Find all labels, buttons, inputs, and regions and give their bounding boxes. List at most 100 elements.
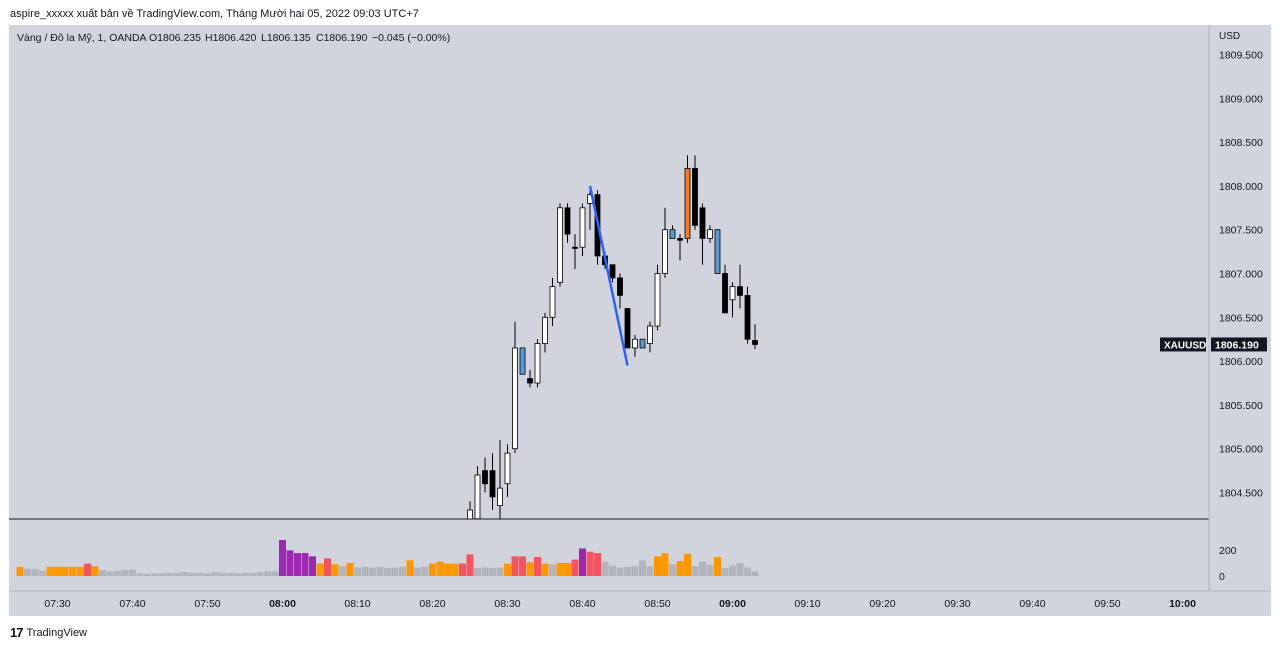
candle-body bbox=[684, 167, 691, 239]
volume-bar bbox=[429, 563, 436, 576]
brand-name: TradingView bbox=[26, 626, 88, 639]
volume-bar bbox=[144, 574, 151, 576]
volume-bar bbox=[639, 560, 646, 576]
volume-bar bbox=[564, 562, 571, 576]
price-axis[interactable]: 1809.500 1809.000 1808.500 1808.000 1807.500… bbox=[1219, 50, 1263, 500]
chart-area[interactable]: Vàng / Đô la Mỹ, 1, OANDA O1806.235 H180… bbox=[9, 25, 1271, 616]
volume-bar bbox=[444, 563, 451, 576]
volume-bar bbox=[339, 566, 346, 576]
volume-bar bbox=[54, 566, 61, 576]
volume-layer bbox=[16, 539, 759, 576]
legend-open: O1806.235 bbox=[149, 32, 201, 44]
volume-bar bbox=[121, 570, 129, 576]
trendline[interactable] bbox=[588, 185, 629, 366]
candle-body bbox=[714, 229, 721, 274]
volume-bar bbox=[451, 563, 459, 576]
volume-bar bbox=[579, 548, 586, 576]
candle-body bbox=[557, 207, 563, 283]
volume-bar bbox=[234, 573, 241, 576]
time-tick-label: 09:40 bbox=[1019, 598, 1045, 610]
candle-body bbox=[624, 308, 631, 349]
last-price-label: XAUUSD 1806.190 bbox=[1160, 337, 1267, 352]
volume-bar bbox=[504, 563, 511, 576]
candle-body bbox=[617, 277, 623, 296]
volume-bar bbox=[474, 568, 481, 576]
candle-body bbox=[482, 470, 488, 485]
volume-bar bbox=[624, 566, 631, 576]
candle-body bbox=[497, 487, 503, 507]
volume-bar bbox=[129, 569, 136, 576]
time-tick-label: 09:50 bbox=[1094, 598, 1120, 610]
candle-body bbox=[534, 343, 541, 384]
volume-bar bbox=[616, 567, 624, 576]
volume-bar bbox=[631, 566, 639, 576]
candle-body bbox=[579, 207, 586, 248]
volume-bar bbox=[196, 572, 204, 576]
volume-bar bbox=[676, 560, 684, 576]
volume-bar bbox=[661, 553, 669, 576]
volume-bar bbox=[399, 566, 406, 576]
volume-bar bbox=[316, 563, 324, 576]
candle-body bbox=[542, 316, 548, 344]
volume-bar bbox=[421, 566, 429, 576]
volume-bar bbox=[151, 573, 159, 576]
price-tick-label: 1804.500 bbox=[1219, 488, 1263, 500]
candle-body bbox=[677, 238, 683, 241]
volume-bar bbox=[76, 566, 84, 576]
volume-bar bbox=[361, 566, 369, 576]
volume-bar bbox=[541, 563, 549, 576]
price-tick-label: 1806.000 bbox=[1219, 356, 1263, 368]
price-tick-label: 1807.000 bbox=[1219, 269, 1263, 281]
volume-bar bbox=[46, 566, 54, 576]
volume-bar bbox=[369, 567, 376, 576]
volume-bar bbox=[324, 558, 331, 576]
volume-bar bbox=[609, 565, 616, 576]
tradingview-brand[interactable]: 17 TradingView bbox=[10, 625, 87, 640]
volume-bar bbox=[511, 556, 519, 576]
candle-body bbox=[549, 286, 556, 318]
volume-bar bbox=[729, 565, 736, 576]
time-tick-label: 09:30 bbox=[944, 598, 970, 610]
volume-bar bbox=[489, 568, 496, 576]
volume-bar bbox=[519, 556, 526, 576]
volume-bar bbox=[654, 556, 661, 576]
candle-body bbox=[632, 338, 638, 349]
candle-body bbox=[744, 294, 751, 340]
volume-bar bbox=[481, 567, 489, 576]
volume-bar bbox=[31, 568, 39, 576]
volume-bar bbox=[331, 564, 339, 576]
volume-bar bbox=[714, 557, 721, 576]
trendline-layer[interactable] bbox=[588, 185, 629, 366]
volume-bar bbox=[594, 553, 601, 576]
last-price-tag-bg bbox=[1211, 337, 1267, 352]
time-axis[interactable]: 07:30 07:40 07:50 08:00 08:10 08:20 08:30 08:40… bbox=[44, 598, 1196, 610]
time-tick-label: 07:40 bbox=[119, 598, 145, 610]
volume-bar bbox=[601, 561, 609, 576]
legend-high: H1806.420 bbox=[205, 32, 257, 44]
volume-bar bbox=[174, 572, 181, 576]
volume-bar bbox=[526, 562, 534, 576]
time-tick-label: 09:20 bbox=[869, 598, 895, 610]
volume-bar bbox=[189, 572, 196, 576]
volume-bar bbox=[384, 568, 391, 576]
volume-bar bbox=[256, 572, 264, 576]
time-tick-label: 07:50 bbox=[194, 598, 220, 610]
price-chart-svg[interactable]: Vàng / Đô la Mỹ, 1, OANDA O1806.235 H180… bbox=[9, 25, 1271, 616]
candle-body bbox=[699, 207, 706, 239]
volume-bar bbox=[699, 561, 706, 576]
legend-symbol: Vàng / Đô la Mỹ, 1, OANDA bbox=[17, 32, 147, 44]
candle-body bbox=[572, 246, 578, 249]
volume-bar bbox=[16, 566, 24, 576]
volume-bar bbox=[721, 568, 729, 576]
volume-bar bbox=[436, 561, 444, 576]
candle-body bbox=[504, 452, 511, 485]
volume-bar bbox=[226, 572, 234, 576]
volume-bar bbox=[744, 567, 751, 576]
candle-body bbox=[467, 509, 473, 520]
time-tick-label: 08:40 bbox=[569, 598, 595, 610]
volume-bar bbox=[346, 562, 354, 576]
volume-bar bbox=[159, 573, 166, 576]
volume-bar bbox=[691, 566, 699, 576]
volume-bar bbox=[466, 554, 474, 576]
volume-bar bbox=[99, 570, 106, 576]
